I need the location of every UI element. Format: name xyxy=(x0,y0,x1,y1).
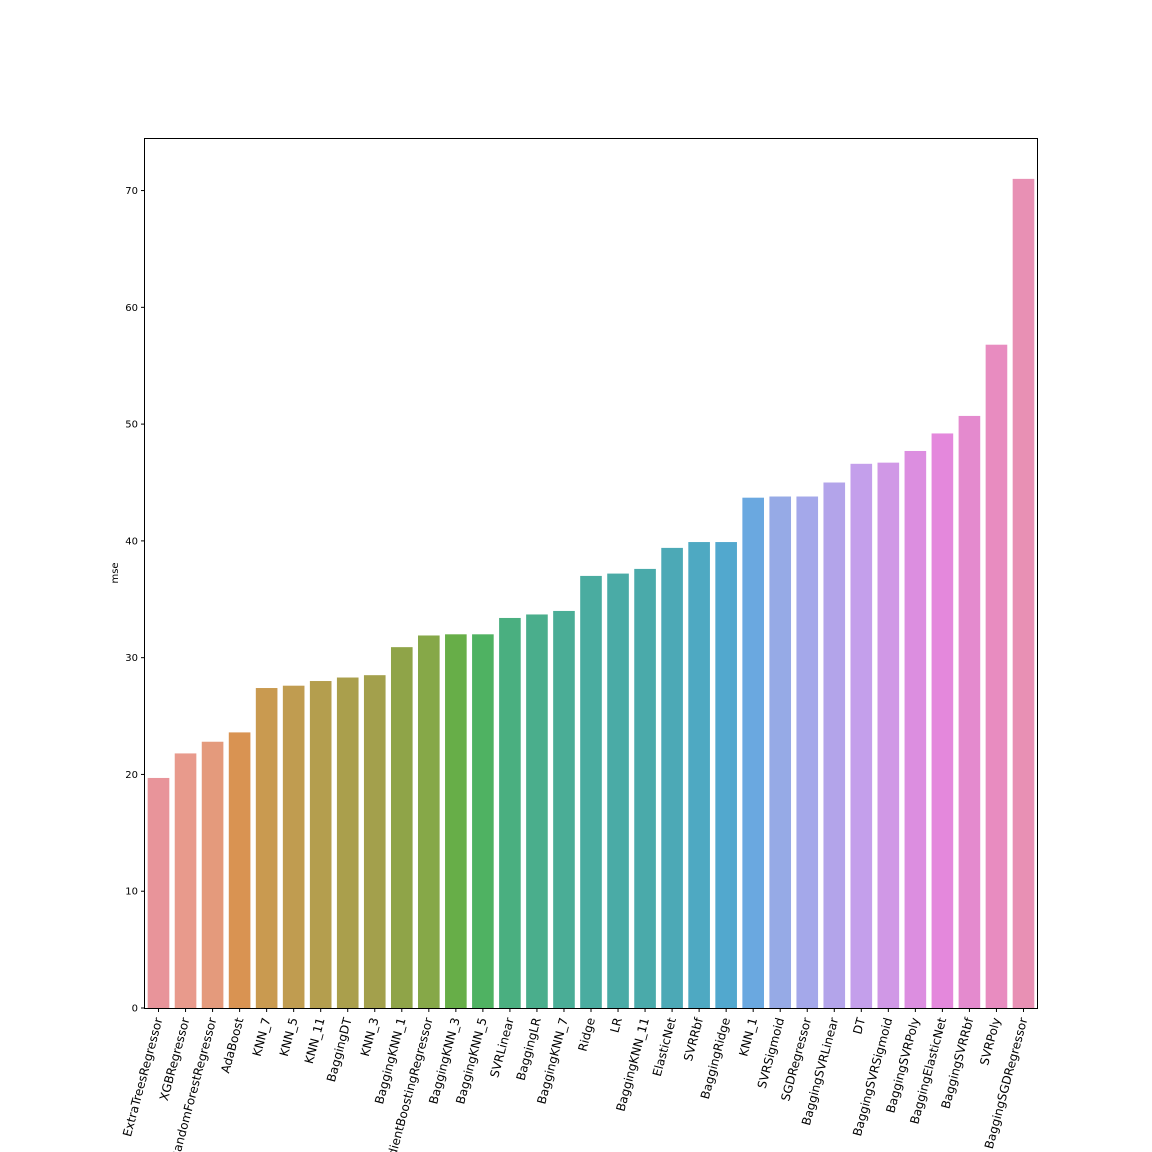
y-tick-label: 50 xyxy=(125,420,138,431)
x-tick-label: AdaBoost xyxy=(218,1016,246,1075)
bar-GradientBoostingRegressor xyxy=(418,635,440,1008)
x-tick-label: BaggingDT xyxy=(324,1016,355,1084)
x-tick-label: LR xyxy=(608,1016,625,1034)
bar-SVRLinear xyxy=(499,617,521,1008)
bar-SVRRbf xyxy=(688,542,710,1008)
y-tick-label: 10 xyxy=(125,887,138,898)
bar-BaggingKNN_3 xyxy=(445,634,467,1008)
x-tick-label: SVRSigmoid xyxy=(755,1016,787,1090)
y-tick-label: 0 xyxy=(132,1004,138,1015)
y-tick-label: 70 xyxy=(125,186,138,197)
bar-RandomForestRegressor xyxy=(201,741,224,1008)
bar-ElasticNet xyxy=(661,547,683,1008)
x-tick-label: Ridge xyxy=(575,1016,597,1053)
bar-KNN_1 xyxy=(742,497,764,1008)
y-axis-label: mse xyxy=(110,562,121,583)
bar-BaggingSVRRbf xyxy=(958,415,981,1008)
x-tick-label: KNN_3 xyxy=(358,1016,382,1058)
bar-KNN_11 xyxy=(309,681,332,1008)
bar-XGBRegressor xyxy=(174,753,197,1008)
bar-BaggingSVRPoly xyxy=(904,450,927,1009)
bar-KNN_7 xyxy=(255,688,278,1008)
x-tick-label: SVRRbf xyxy=(681,1015,706,1062)
y-tick-label: 30 xyxy=(125,653,138,664)
bar-BaggingKNN_11 xyxy=(634,568,656,1008)
bar-BaggingSGDRegressor xyxy=(1012,178,1035,1008)
bar-BaggingKNN_7 xyxy=(553,610,575,1008)
bar-KNN_3 xyxy=(363,675,386,1008)
x-tick-label: ExtraTreesRegressor xyxy=(120,1016,165,1138)
x-tick-label: KNN_7 xyxy=(250,1016,274,1058)
bar-AdaBoost xyxy=(228,732,251,1008)
x-tick-label: KNN_11 xyxy=(302,1016,328,1065)
y-tick-label: 60 xyxy=(125,303,138,314)
bar-BaggingSVRSigmoid xyxy=(877,462,900,1008)
bar-BaggingKNN_1 xyxy=(390,647,413,1008)
x-tick-label: ElasticNet xyxy=(650,1016,679,1078)
bars-group xyxy=(147,178,1035,1009)
bar-Ridge xyxy=(580,575,602,1008)
bar-BaggingSVRLinear xyxy=(823,482,846,1008)
x-tick-label: KNN_1 xyxy=(736,1016,760,1058)
bar-BaggingDT xyxy=(336,677,359,1008)
y-axis-ticks: 0 10 20 30 40 50 60 70 xyxy=(125,186,145,1015)
x-tick-label: BaggingLR xyxy=(514,1016,544,1082)
bar-BaggingRidge xyxy=(715,542,737,1008)
bar-DT xyxy=(850,463,873,1008)
bar-BaggingKNN_5 xyxy=(472,634,494,1008)
bar-BaggingLR xyxy=(526,614,548,1008)
bar-SVRPoly xyxy=(985,344,1008,1008)
bar-LR xyxy=(607,573,629,1008)
bar-SGDRegressor xyxy=(796,496,819,1008)
x-axis-ticks: ExtraTreesRegressorXGBRegressorRandomFor… xyxy=(120,1008,1030,1152)
bar-KNN_5 xyxy=(282,685,305,1008)
x-tick-label: KNN_5 xyxy=(277,1016,301,1058)
x-tick-label: SVRLinear xyxy=(487,1016,516,1079)
x-tick-label: DT xyxy=(850,1016,868,1036)
y-tick-label: 20 xyxy=(125,770,138,781)
bar-BaggingElasticNet xyxy=(931,433,954,1008)
y-tick-label: 40 xyxy=(125,536,138,547)
x-tick-label: SVRPoly xyxy=(977,1016,1003,1067)
bar-ExtraTreesRegressor xyxy=(147,777,170,1008)
plot-frame xyxy=(144,138,1038,1009)
bar-SVRSigmoid xyxy=(769,496,792,1008)
